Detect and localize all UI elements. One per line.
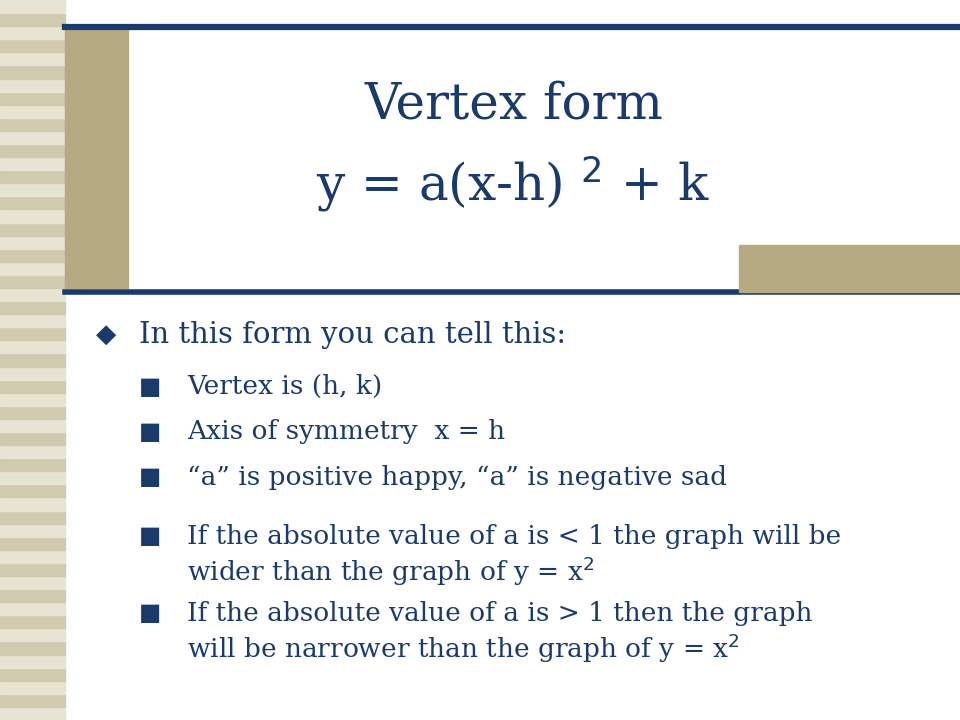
Bar bbox=[0, 445, 65, 458]
Bar bbox=[0, 262, 65, 275]
Bar bbox=[0, 654, 65, 667]
Bar bbox=[0, 131, 65, 144]
Bar bbox=[0, 275, 65, 288]
Bar bbox=[0, 563, 65, 576]
Bar bbox=[0, 91, 65, 104]
Bar bbox=[0, 694, 65, 707]
Text: y = a(x-h) $^2$ + k: y = a(x-h) $^2$ + k bbox=[317, 153, 710, 214]
Bar bbox=[0, 510, 65, 523]
Bar bbox=[739, 245, 960, 292]
Bar bbox=[0, 341, 65, 354]
Bar bbox=[0, 144, 65, 157]
Bar bbox=[0, 328, 65, 341]
Bar bbox=[0, 485, 65, 498]
Text: Axis of symmetry  x = h: Axis of symmetry x = h bbox=[187, 420, 505, 444]
Bar bbox=[0, 406, 65, 419]
Bar bbox=[0, 419, 65, 432]
Bar bbox=[0, 118, 65, 131]
Bar bbox=[0, 288, 65, 301]
Bar bbox=[0, 602, 65, 616]
Bar bbox=[0, 642, 65, 654]
Bar bbox=[0, 432, 65, 445]
Bar bbox=[0, 392, 65, 406]
Bar bbox=[0, 235, 65, 248]
Bar bbox=[0, 210, 65, 222]
Bar bbox=[0, 536, 65, 550]
Bar bbox=[0, 40, 65, 53]
Text: If the absolute value of a is < 1 the graph will be: If the absolute value of a is < 1 the gr… bbox=[187, 524, 841, 549]
Bar bbox=[0, 197, 65, 210]
Bar bbox=[0, 680, 65, 694]
Bar bbox=[0, 66, 65, 78]
Text: If the absolute value of a is > 1 then the graph: If the absolute value of a is > 1 then t… bbox=[187, 601, 813, 626]
Bar bbox=[0, 379, 65, 392]
Text: ■: ■ bbox=[139, 374, 161, 399]
Text: wider than the graph of y = x$^2$: wider than the graph of y = x$^2$ bbox=[187, 554, 594, 588]
Text: will be narrower than the graph of y = x$^2$: will be narrower than the graph of y = x… bbox=[187, 631, 740, 665]
Text: ■: ■ bbox=[139, 601, 161, 626]
Bar bbox=[0, 157, 65, 170]
Bar bbox=[0, 498, 65, 510]
Bar bbox=[0, 576, 65, 589]
Bar bbox=[0, 472, 65, 485]
Bar bbox=[0, 616, 65, 629]
Text: Vertex is (h, k): Vertex is (h, k) bbox=[187, 374, 382, 399]
Bar bbox=[0, 314, 65, 328]
Bar bbox=[0, 248, 65, 262]
Text: ■: ■ bbox=[139, 420, 161, 444]
Bar bbox=[0, 354, 65, 366]
Bar bbox=[0, 104, 65, 118]
Bar bbox=[0, 26, 65, 40]
Text: “a” is positive happy, “a” is negative sad: “a” is positive happy, “a” is negative s… bbox=[187, 465, 728, 490]
Bar bbox=[0, 458, 65, 472]
Bar bbox=[0, 170, 65, 184]
Text: Vertex form: Vertex form bbox=[364, 80, 663, 129]
Bar bbox=[0, 366, 65, 379]
Bar bbox=[0, 0, 65, 13]
Text: In this form you can tell this:: In this form you can tell this: bbox=[139, 321, 566, 348]
Bar bbox=[0, 53, 65, 66]
Bar bbox=[0, 667, 65, 680]
Text: ◆: ◆ bbox=[96, 322, 116, 348]
Bar bbox=[0, 629, 65, 642]
Bar bbox=[0, 707, 65, 720]
Bar bbox=[0, 523, 65, 536]
Bar bbox=[0, 301, 65, 314]
Bar bbox=[0, 589, 65, 602]
Text: ■: ■ bbox=[139, 465, 161, 490]
Text: ■: ■ bbox=[139, 524, 161, 549]
Bar bbox=[0, 550, 65, 563]
Bar bbox=[65, 25, 128, 288]
Bar bbox=[0, 78, 65, 91]
Bar bbox=[0, 13, 65, 26]
Bar bbox=[0, 184, 65, 197]
Bar bbox=[0, 222, 65, 235]
